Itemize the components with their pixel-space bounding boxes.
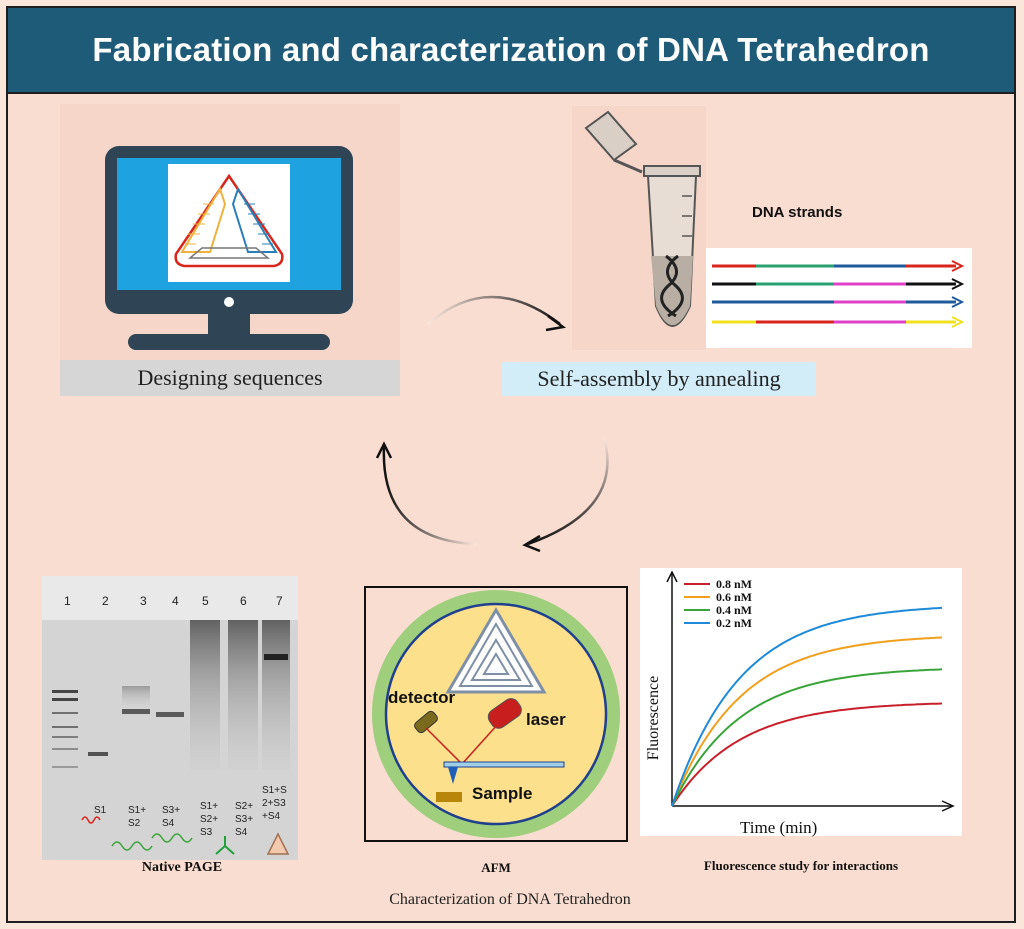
arrow-characterization-to-design <box>382 445 477 546</box>
lane-label-line: +S4 <box>262 811 281 822</box>
lane-number: 6 <box>240 594 247 608</box>
lane-label-line: S4 <box>235 827 248 838</box>
series-line-0.4-nM <box>671 668 943 807</box>
gel-caption: Native PAGE <box>141 860 223 875</box>
lane-number: 4 <box>172 594 179 608</box>
bottom-caption: Characterization of DNA Tetrahedron <box>389 891 631 908</box>
legend-label: 0.6 nM <box>716 590 752 604</box>
series-line-0.8-nM <box>671 702 943 807</box>
native-page-gel-image <box>42 576 298 860</box>
lane-number: 2 <box>102 594 109 608</box>
lane-label-line: S4 <box>162 818 175 829</box>
arrow-design-to-assembly <box>427 295 561 325</box>
dna-strand-icon <box>81 816 101 824</box>
lane-number: 5 <box>202 594 209 608</box>
lane-number: 3 <box>140 594 147 608</box>
lane-label-line: S3 <box>200 827 213 838</box>
eppendorf-tube-icon <box>584 110 701 327</box>
design-caption-text: Designing sequences <box>137 365 323 390</box>
three-way-junction-icon <box>215 836 235 855</box>
arrow-assembly-to-characterization <box>527 437 609 546</box>
gel-lane-numbers: 1 2 3 4 5 6 7 <box>42 594 298 610</box>
lane-label-line: S3+ <box>162 805 181 816</box>
lane-label-line: S2+ <box>235 801 254 812</box>
tetrahedron-icon <box>266 832 290 855</box>
afm-caption: AFM <box>481 860 511 875</box>
x-axis-label: Time (min) <box>740 818 818 837</box>
title-banner: Fabrication and characterization of DNA … <box>6 6 1016 94</box>
assembly-caption: Self-assembly by annealing <box>502 362 816 396</box>
fluorescence-chart: 0.8 nM0.6 nM0.4 nM0.2 nM Fluorescence <box>645 570 955 812</box>
dna-strands-diagram <box>706 248 972 348</box>
lane-label-line: 2+S3 <box>262 798 286 809</box>
dna-duplex-icon <box>151 833 193 843</box>
dna-duplex-icon <box>111 841 153 851</box>
lane-number: 7 <box>276 594 283 608</box>
series-line-0.6-nM <box>671 636 943 807</box>
series-line-0.2-nM <box>671 606 943 807</box>
lane-label-line: S1 <box>94 805 107 816</box>
lane-number: 1 <box>64 594 71 608</box>
gel-lane-bands <box>52 620 290 770</box>
legend-label: 0.4 nM <box>716 603 752 617</box>
dna-strands-label: DNA strands <box>752 204 843 221</box>
lane-label-line: S2 <box>128 818 141 829</box>
page-title: Fabrication and characterization of DNA … <box>92 31 930 68</box>
lane-label-line: S3+ <box>235 814 254 825</box>
afm-detector-label: detector <box>388 688 456 707</box>
afm-sample-label: Sample <box>472 784 533 803</box>
fluorescence-caption: Fluorescence study for interactions <box>703 858 899 873</box>
lane-label-line: S1+ <box>200 801 219 812</box>
lane-label-line: S1+ <box>128 805 147 816</box>
afm-diagram <box>372 590 620 838</box>
computer-monitor-icon <box>105 146 353 350</box>
assembly-caption-text: Self-assembly by annealing <box>537 366 781 391</box>
legend-label: 0.2 nM <box>716 616 752 630</box>
lane-label-line: S1+S <box>262 785 287 796</box>
y-axis-label: Fluorescence <box>645 676 662 760</box>
design-caption: Designing sequences <box>60 360 400 396</box>
afm-laser-label: laser <box>526 710 566 729</box>
fluorescence-chart-panel <box>640 568 962 836</box>
legend-label: 0.8 nM <box>716 577 752 591</box>
lane-label-line: S2+ <box>200 814 219 825</box>
